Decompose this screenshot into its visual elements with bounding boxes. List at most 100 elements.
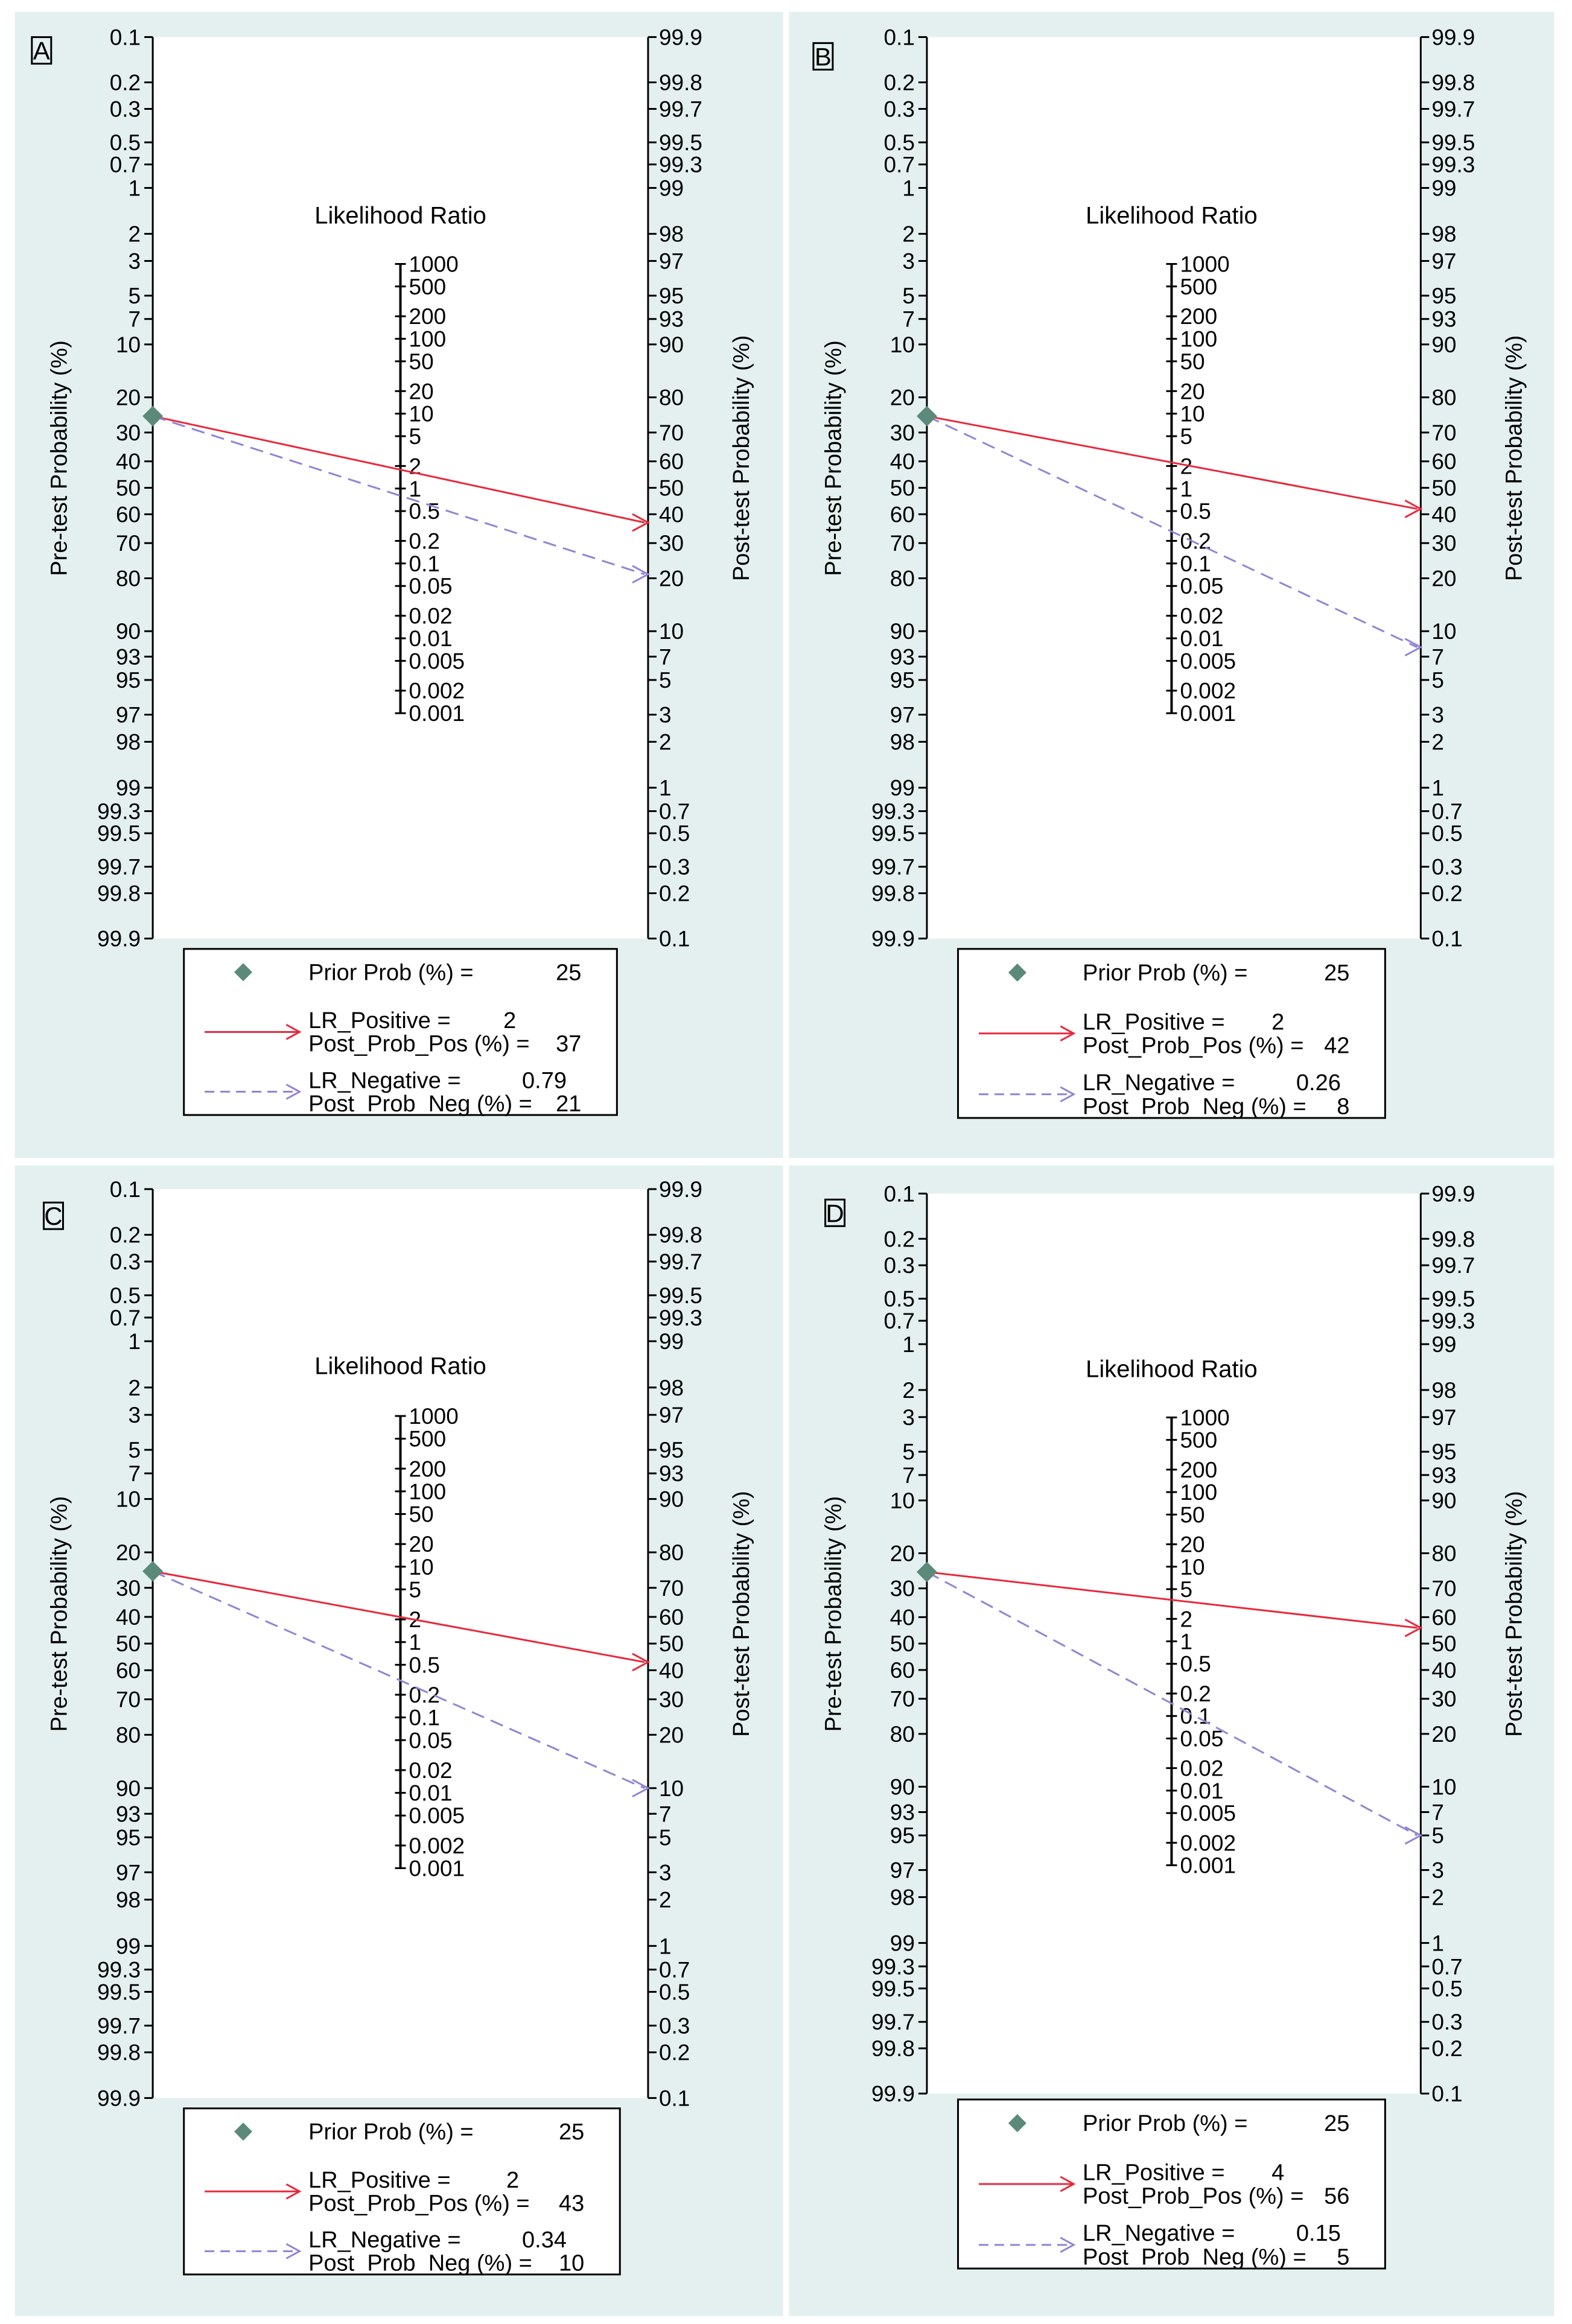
lr-tick-label: 0.02	[1180, 1756, 1223, 1781]
post-test-tick-label: 93	[1431, 1463, 1456, 1488]
lr-tick-label: 50	[1180, 1502, 1204, 1527]
pre-test-tick-label: 30	[116, 421, 141, 445]
chart-title: Likelihood Ratio	[1086, 1356, 1258, 1382]
post-test-tick-label: 10	[659, 619, 684, 644]
post-test-tick-label: 50	[1431, 1631, 1456, 1656]
post-test-tick-label: 0.5	[659, 1980, 690, 2004]
legend-post-prob-pos-value: 43	[559, 2191, 584, 2217]
post-test-tick-label: 99.5	[1431, 130, 1475, 155]
post-test-tick-label: 0.7	[1431, 1954, 1462, 1979]
lr-tick-label: 2	[1180, 454, 1192, 478]
post-test-tick-label: 5	[1431, 668, 1444, 693]
lr-tick-label: 500	[1180, 1428, 1217, 1453]
negative-lr-arrowhead	[1404, 638, 1423, 657]
pre-test-tick-label: 99.9	[871, 2081, 915, 2106]
pre-test-tick-label: 99.5	[871, 1976, 915, 2001]
lr-tick-label: 5	[409, 1577, 422, 1602]
lr-tick-label: 1	[1180, 477, 1192, 501]
post-test-tick-label: 0.1	[1431, 2081, 1462, 2106]
pre-test-tick-label: 2	[129, 222, 141, 247]
legend-lr-positive-value: 2	[503, 1008, 516, 1033]
panel-c: 0.10.20.30.50.71235710203040506070809093…	[14, 1165, 783, 2316]
pre-test-tick-label: 97	[116, 1860, 141, 1885]
post-test-tick-label: 99.7	[659, 1249, 702, 1274]
legend-post-prob-pos-value: 56	[1324, 2184, 1349, 2209]
post-test-tick-label: 10	[1431, 619, 1456, 644]
lr-tick-label: 20	[1180, 1532, 1204, 1557]
right-axis-label: Post-test Probability (%)	[1501, 335, 1527, 582]
post-test-tick-label: 93	[659, 307, 684, 332]
legend-negative-arrow	[285, 1084, 302, 1100]
post-test-tick-label: 0.7	[659, 799, 690, 824]
pre-test-tick-label: 99.7	[97, 855, 141, 880]
lr-tick-label: 0.001	[409, 701, 465, 726]
pre-test-tick-label: 93	[116, 1802, 141, 1826]
post-test-tick-label: 95	[1431, 284, 1456, 308]
post-test-tick-label: 10	[659, 1776, 684, 1801]
post-test-tick-label: 93	[1431, 307, 1456, 332]
legend-post-prob-pos-label: Post_Prob_Pos (%) =	[308, 1032, 529, 1057]
pre-test-tick-label: 3	[129, 249, 141, 274]
post-test-tick-label: 97	[1431, 1405, 1456, 1430]
post-test-tick-label: 30	[1431, 1687, 1456, 1712]
post-test-tick-label: 70	[659, 421, 684, 445]
pre-test-tick-label: 93	[890, 644, 915, 669]
post-test-tick-label: 7	[659, 644, 672, 669]
lr-tick-label: 100	[1180, 1480, 1217, 1505]
post-test-tick-label: 99.3	[1431, 153, 1475, 177]
post-test-tick-label: 99.5	[1431, 1287, 1475, 1312]
post-test-tick-label: 98	[1431, 222, 1456, 247]
pre-test-tick-label: 70	[890, 531, 915, 556]
lr-tick-label: 100	[409, 1479, 447, 1504]
post-test-tick-label: 2	[1431, 730, 1444, 755]
pre-test-tick-label: 30	[116, 1576, 141, 1601]
post-test-tick-label: 95	[1431, 1440, 1456, 1464]
pre-test-tick-label: 0.5	[110, 130, 141, 155]
legend-lr-positive-value: 2	[1271, 1009, 1284, 1035]
pre-test-tick-label: 98	[116, 730, 141, 755]
post-test-tick-label: 0.1	[659, 2086, 690, 2110]
pre-test-tick-label: 5	[902, 284, 915, 308]
pre-test-tick-label: 0.1	[110, 25, 141, 49]
pre-test-tick-label: 2	[902, 222, 915, 247]
pre-test-tick-label: 60	[890, 1658, 915, 1683]
lr-tick-label: 10	[1180, 1555, 1204, 1579]
pre-test-tick-label: 50	[116, 476, 141, 501]
post-test-tick-label: 99.9	[1431, 25, 1475, 49]
pre-test-tick-label: 90	[116, 1776, 141, 1801]
lr-tick-label: 200	[1180, 304, 1217, 329]
lr-tick-label: 2	[1180, 1607, 1192, 1631]
post-test-tick-label: 99.7	[1431, 1253, 1475, 1278]
lr-tick-label: 200	[409, 304, 447, 329]
pre-test-tick-label: 40	[116, 449, 141, 474]
lr-tick-label: 10	[409, 1555, 434, 1579]
post-test-tick-label: 97	[659, 1403, 684, 1427]
lr-tick-label: 100	[409, 327, 447, 352]
post-test-tick-label: 0.2	[659, 2040, 690, 2065]
positive-lr-arrowhead	[1404, 500, 1423, 518]
post-test-tick-label: 99.3	[659, 153, 702, 177]
post-test-tick-label: 0.5	[1431, 821, 1462, 846]
post-test-tick-label: 90	[1431, 1488, 1456, 1513]
negative-lr-arrowhead	[632, 1779, 651, 1798]
pre-test-tick-label: 95	[890, 668, 915, 693]
post-test-tick-label: 0.3	[1431, 855, 1462, 880]
negative-lr-line	[926, 415, 1418, 649]
pre-test-tick-label: 99.9	[97, 927, 141, 951]
prior-probability-marker	[142, 405, 164, 427]
pre-test-tick-label: 0.5	[884, 130, 915, 155]
pre-test-tick-label: 3	[902, 1405, 915, 1430]
panel-label: C	[44, 1202, 62, 1230]
pre-test-tick-label: 10	[116, 332, 141, 357]
pre-test-tick-label: 1	[902, 1332, 915, 1357]
pre-test-tick-label: 99	[890, 1931, 915, 1955]
post-test-tick-label: 99.9	[659, 25, 702, 49]
legend-lr-positive-label: LR_Positive =	[1083, 1009, 1225, 1035]
post-test-tick-label: 60	[1431, 1605, 1456, 1630]
post-test-tick-label: 60	[1431, 449, 1456, 474]
lr-tick-label: 10	[409, 402, 434, 427]
pre-test-tick-label: 60	[116, 1658, 141, 1683]
